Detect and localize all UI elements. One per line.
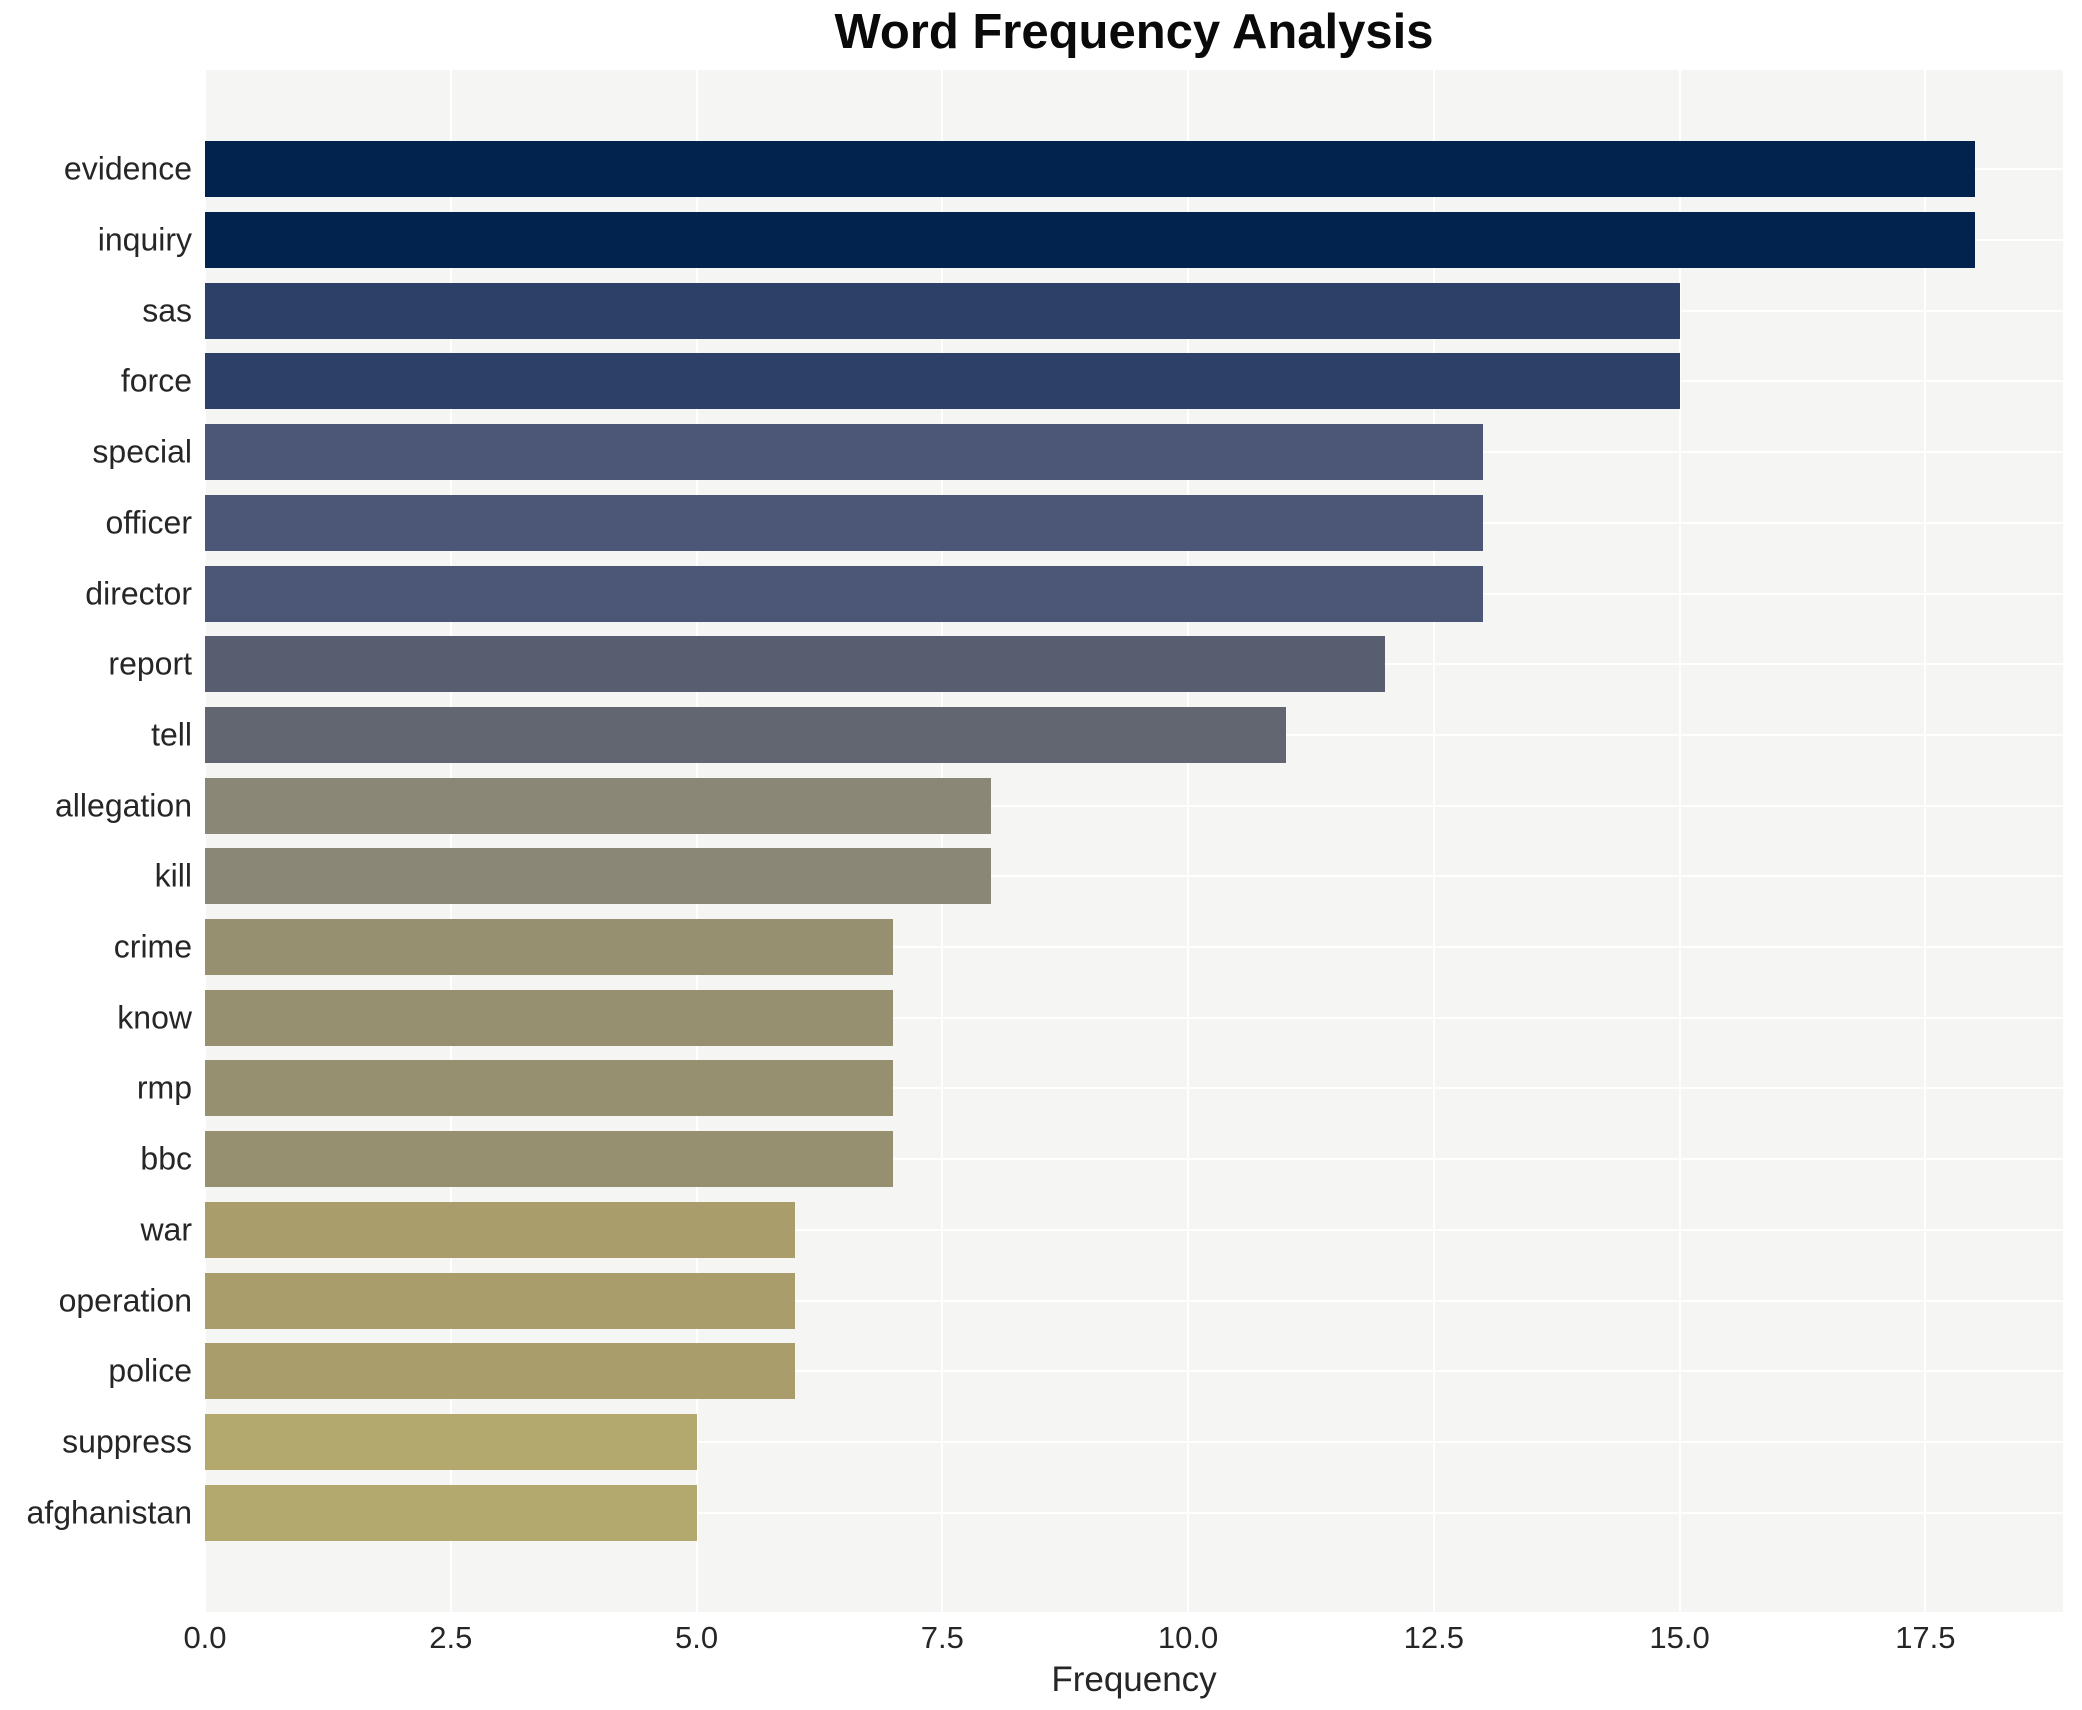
y-tick-label: sas <box>142 292 192 329</box>
horizontal-gridline <box>205 1228 2063 1231</box>
y-tick-label: suppress <box>62 1423 192 1460</box>
vertical-gridline <box>1924 70 1927 1612</box>
bar-row: allegation <box>55 770 2063 841</box>
bar <box>205 706 1287 763</box>
bar <box>205 1484 697 1541</box>
bar <box>205 353 1680 410</box>
horizontal-gridline <box>205 875 2063 878</box>
y-tick-label: force <box>120 362 192 399</box>
vertical-gridline <box>204 70 206 1612</box>
y-tick-label: kill <box>154 857 192 894</box>
bar-row: force <box>121 346 2063 417</box>
horizontal-gridline <box>205 1441 2063 1443</box>
horizontal-gridline <box>205 1370 2063 1373</box>
x-tick-label: 5.0 <box>674 1620 719 1655</box>
x-tick-label: 15.0 <box>1649 1620 1710 1655</box>
y-tick-label: director <box>85 575 192 612</box>
bar-row: special <box>92 417 2063 488</box>
vertical-gridline <box>449 70 452 1612</box>
bar <box>205 919 894 976</box>
horizontal-gridline <box>205 946 2063 949</box>
bar-row: tell <box>151 700 2063 771</box>
x-tick-label: 17.5 <box>1895 1620 1956 1655</box>
y-tick-label: officer <box>105 504 192 541</box>
horizontal-gridline <box>205 1087 2063 1090</box>
bar-row: evidence <box>64 134 2063 205</box>
bar-row: bbc <box>140 1124 2063 1195</box>
horizontal-gridline <box>205 1299 2063 1302</box>
vertical-gridline <box>695 70 698 1612</box>
bar <box>205 848 992 905</box>
bar <box>205 282 1680 339</box>
bar-row: officer <box>105 488 2063 559</box>
y-tick-label: evidence <box>63 150 192 187</box>
bar-row: inquiry <box>98 205 2063 276</box>
bar <box>205 1060 894 1117</box>
vertical-gridlines <box>204 70 2063 1612</box>
bar <box>205 777 992 834</box>
y-tick-label: inquiry <box>97 221 192 258</box>
bar-row: afghanistan <box>27 1477 2063 1548</box>
y-tick-label: know <box>117 999 192 1036</box>
vertical-gridline <box>941 70 944 1612</box>
bar-row: kill <box>155 841 2063 912</box>
bar-rows: evidence inquiry sas force special offic… <box>27 134 2063 1548</box>
vertical-gridline <box>1187 70 1190 1612</box>
bar <box>205 1201 795 1258</box>
bar <box>205 1272 795 1329</box>
y-tick-label: report <box>108 645 192 682</box>
y-tick-label: allegation <box>55 787 192 824</box>
bar <box>205 1131 894 1188</box>
bar <box>205 565 1483 622</box>
y-tick-label: crime <box>113 928 192 965</box>
horizontal-gridline <box>205 1016 2063 1019</box>
x-tick-label: 12.5 <box>1403 1620 1464 1655</box>
bar-row: crime <box>114 912 2063 983</box>
bar <box>205 636 1385 693</box>
bar <box>205 424 1483 481</box>
horizontal-gridline <box>205 1158 2063 1161</box>
bar-row: police <box>108 1336 2063 1407</box>
plot-area: evidence inquiry sas force special offic… <box>27 70 2063 1612</box>
x-axis-ticks: 0.0 2.5 5.0 7.5 10.0 12.5 15.0 17.5 <box>183 1620 2063 1662</box>
bar-row: sas <box>142 275 2063 346</box>
x-tick-label: 10.0 <box>1157 1620 1219 1655</box>
bar <box>205 1414 697 1470</box>
bar <box>205 141 1975 198</box>
vertical-gridline <box>1432 70 1435 1612</box>
bar-row: report <box>108 629 2063 700</box>
bar-row: rmp <box>137 1053 2063 1124</box>
y-tick-label: operation <box>58 1282 192 1319</box>
horizontal-gridline <box>205 1511 2063 1514</box>
bar <box>205 494 1483 551</box>
bar-row: war <box>140 1195 2063 1266</box>
x-tick-label: 7.5 <box>920 1620 964 1655</box>
y-tick-label: bbc <box>140 1140 192 1177</box>
y-tick-label: tell <box>151 716 192 753</box>
bar-row: know <box>117 982 2063 1053</box>
y-tick-label: special <box>92 433 192 470</box>
chart-title: Word Frequency Analysis <box>834 5 1434 59</box>
vertical-gridline <box>1678 70 1681 1612</box>
y-tick-label: rmp <box>136 1069 192 1106</box>
bar-row: director <box>85 558 2063 629</box>
bar-row: suppress <box>62 1407 2063 1478</box>
y-tick-label: police <box>108 1352 192 1389</box>
bar <box>205 989 894 1046</box>
bar <box>205 1343 795 1400</box>
horizontal-gridline <box>205 804 2063 807</box>
x-tick-label: 0.0 <box>183 1620 227 1655</box>
bar <box>205 212 1975 269</box>
y-tick-label: war <box>140 1211 192 1248</box>
x-tick-label: 2.5 <box>429 1620 473 1655</box>
bar-row: operation <box>59 1265 2063 1336</box>
y-tick-label: afghanistan <box>26 1494 192 1531</box>
x-axis-label: Frequency <box>1051 1660 1217 1699</box>
